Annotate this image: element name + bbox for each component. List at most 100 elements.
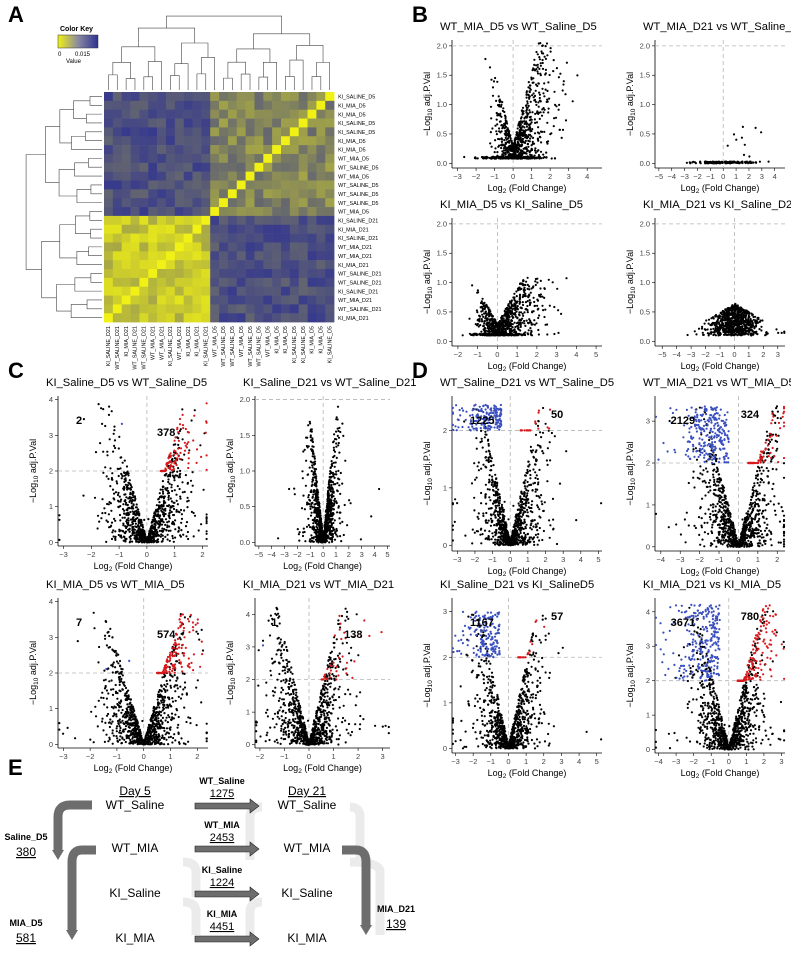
data-point: [758, 320, 761, 324]
data-point: [173, 475, 176, 478]
data-point: [205, 520, 208, 523]
data-point: [137, 527, 140, 530]
heatmap-cell: [325, 269, 335, 279]
heatmap-cell: [104, 198, 114, 208]
y-axis-label: −Log10 adj.P.Val: [28, 439, 40, 503]
heatmap-cell: [201, 171, 211, 181]
data-point: [526, 102, 529, 105]
heatmap-cell: [121, 260, 131, 270]
data-point: [536, 138, 540, 141]
heatmap-cell: [121, 251, 131, 261]
data-point: [756, 316, 759, 320]
data-point: [178, 423, 182, 426]
data-point: [540, 114, 544, 117]
data-point: [549, 50, 552, 53]
data-point: [517, 122, 520, 126]
data-point: [335, 527, 338, 531]
data-point: [739, 322, 743, 326]
data-point: [128, 541, 131, 544]
heatmap-cell: [112, 277, 122, 287]
heatmap-cell: [174, 189, 184, 199]
data-point: [132, 491, 135, 494]
data-point: [576, 74, 579, 77]
data-point: [190, 510, 193, 513]
heatmap-cell: [139, 304, 149, 314]
data-point: [117, 499, 120, 502]
data-point: [333, 433, 336, 436]
dendrogram-branch: [90, 228, 102, 239]
data-point: [511, 326, 514, 329]
data-point: [519, 127, 523, 130]
heatmap-cell: [201, 109, 211, 119]
data-point: [538, 99, 542, 102]
data-point: [557, 76, 561, 79]
data-point: [138, 514, 141, 517]
data-point: [129, 493, 132, 496]
heatmap-cell: [219, 180, 229, 190]
y-axis-label: −Log10 adj.P.Val: [422, 250, 434, 314]
data-point: [174, 443, 177, 446]
heatmap-cell: [165, 295, 176, 305]
data-point: [483, 326, 486, 330]
data-point: [474, 156, 477, 159]
data-point: [544, 308, 547, 311]
data-point: [191, 484, 194, 487]
data-point: [571, 100, 574, 103]
data-point: [502, 107, 505, 110]
data-points: [463, 42, 579, 160]
data-point: [521, 303, 525, 307]
data-point: [489, 131, 492, 134]
data-point: [131, 510, 134, 513]
data-point: [565, 277, 568, 280]
data-point: [162, 537, 165, 541]
data-point: [527, 104, 530, 107]
data-point: [528, 299, 531, 302]
data-point: [484, 57, 487, 61]
data-point: [537, 42, 540, 45]
heatmap-cell: [281, 118, 291, 128]
data-point: [523, 322, 526, 325]
heatmap-row-label: KI_SALINE_D21: [338, 289, 378, 295]
data-point: [160, 505, 163, 508]
data-point: [107, 513, 110, 516]
dendrogram-branch: [125, 78, 136, 90]
volcano-title: KI_Saline_D5 vs WT_Saline_D5: [46, 377, 207, 389]
heatmap-cell: [263, 304, 273, 314]
heatmap-row-label: KI_SALINE_D21: [338, 219, 378, 225]
data-point: [114, 519, 117, 522]
dendrogram-branch: [73, 100, 90, 119]
heatmap-cell: [254, 215, 264, 226]
y-tick-label: 2.0: [437, 219, 447, 228]
heatmap-cell: [289, 269, 299, 279]
heatmap-cell: [165, 304, 176, 314]
data-point: [526, 287, 529, 290]
data-point: [525, 125, 529, 128]
data-point: [526, 155, 530, 158]
data-point: [721, 309, 724, 313]
x-tick-label: 3: [776, 350, 780, 359]
data-point: [730, 305, 734, 308]
data-point: [124, 478, 127, 481]
data-point: [158, 506, 161, 509]
heatmap-cell: [307, 313, 317, 323]
heatmap-cell: [219, 145, 229, 155]
heatmap-cell: [139, 260, 149, 270]
data-point: [732, 306, 736, 309]
data-point: [150, 525, 153, 529]
data-point: [719, 311, 722, 314]
data-point: [333, 538, 337, 541]
data-point: [121, 461, 124, 464]
heatmap-row-label: KI_MIA_D5: [338, 104, 366, 110]
data-point: [536, 110, 539, 113]
data-point: [740, 326, 743, 329]
data-point: [503, 313, 506, 316]
data-point: [131, 507, 134, 510]
x-tick-label: −2: [454, 350, 463, 359]
data-point: [501, 330, 504, 333]
data-point: [189, 479, 193, 482]
heatmap-cell: [130, 127, 140, 137]
heatmap-cell: [210, 233, 220, 243]
y-axis-label: −Log10 adj.P.Val: [625, 250, 637, 314]
data-point: [190, 419, 193, 422]
heatmap-cell: [219, 198, 229, 208]
